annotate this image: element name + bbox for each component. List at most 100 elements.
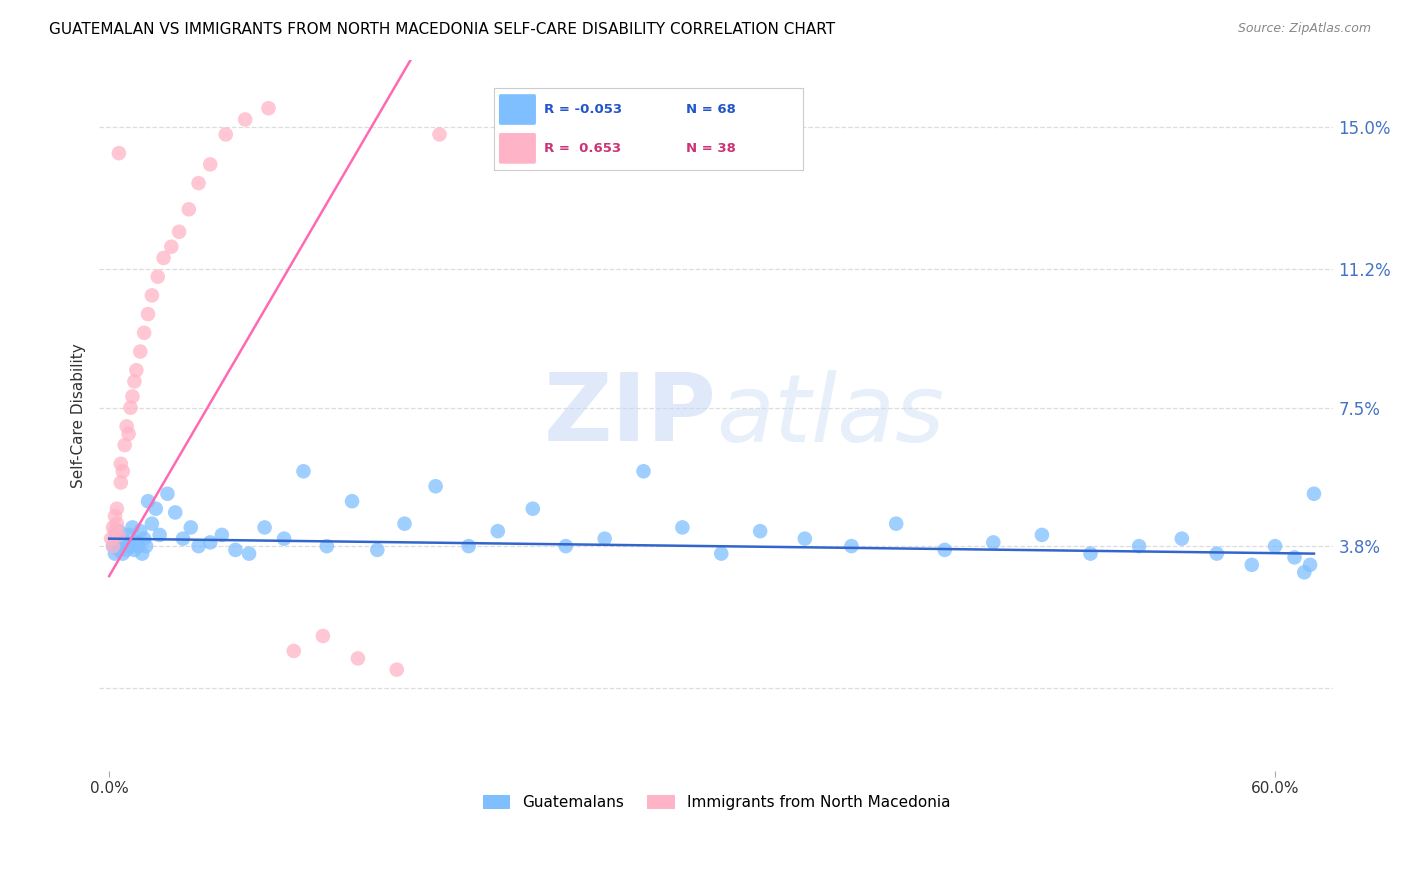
Immigrants from North Macedonia [347, 651, 370, 665]
Guatemalans [486, 524, 509, 538]
Guatemalans [1080, 547, 1102, 561]
Guatemalans [156, 487, 179, 501]
Guatemalans [211, 528, 233, 542]
Immigrants from North Macedonia [111, 464, 134, 478]
Guatemalans [340, 494, 363, 508]
Guatemalans [117, 528, 139, 542]
Immigrants from North Macedonia [283, 644, 305, 658]
Guatemalans [554, 539, 576, 553]
Guatemalans [1128, 539, 1150, 553]
Guatemalans [114, 535, 136, 549]
Guatemalans [125, 535, 148, 549]
Immigrants from North Macedonia [200, 157, 222, 171]
Guatemalans [134, 532, 156, 546]
Immigrants from North Macedonia [115, 419, 138, 434]
Guatemalans [135, 539, 157, 553]
Guatemalans [522, 501, 544, 516]
Immigrants from North Macedonia [233, 112, 256, 127]
Guatemalans [200, 535, 222, 549]
Immigrants from North Macedonia [215, 128, 238, 142]
Guatemalans [187, 539, 209, 553]
Text: ZIP: ZIP [544, 369, 717, 461]
Immigrants from North Macedonia [100, 532, 122, 546]
Immigrants from North Macedonia [108, 146, 131, 161]
Immigrants from North Macedonia [312, 629, 335, 643]
Guatemalans [1284, 550, 1306, 565]
Immigrants from North Macedonia [104, 524, 127, 538]
Guatemalans [710, 547, 733, 561]
Guatemalans [180, 520, 202, 534]
Immigrants from North Macedonia [124, 375, 146, 389]
Guatemalans [1240, 558, 1263, 572]
Guatemalans [1299, 558, 1322, 572]
Immigrants from North Macedonia [136, 307, 159, 321]
Guatemalans [981, 535, 1004, 549]
Guatemalans [165, 505, 187, 519]
Text: atlas: atlas [717, 369, 945, 460]
Immigrants from North Macedonia [160, 240, 183, 254]
Guatemalans [1171, 532, 1194, 546]
Guatemalans [108, 542, 131, 557]
Guatemalans [131, 547, 153, 561]
Guatemalans [104, 547, 127, 561]
Guatemalans [253, 520, 276, 534]
Text: Source: ZipAtlas.com: Source: ZipAtlas.com [1237, 22, 1371, 36]
Guatemalans [1264, 539, 1286, 553]
Text: GUATEMALAN VS IMMIGRANTS FROM NORTH MACEDONIA SELF-CARE DISABILITY CORRELATION C: GUATEMALAN VS IMMIGRANTS FROM NORTH MACE… [49, 22, 835, 37]
Guatemalans [111, 547, 134, 561]
Guatemalans [136, 494, 159, 508]
Guatemalans [593, 532, 616, 546]
Guatemalans [1031, 528, 1053, 542]
Immigrants from North Macedonia [146, 269, 169, 284]
Guatemalans [124, 542, 146, 557]
Immigrants from North Macedonia [187, 176, 209, 190]
Guatemalans [841, 539, 863, 553]
Guatemalans [793, 532, 815, 546]
Guatemalans [315, 539, 337, 553]
Guatemalans [273, 532, 295, 546]
Guatemalans [149, 528, 172, 542]
Immigrants from North Macedonia [167, 225, 190, 239]
Guatemalans [1205, 547, 1227, 561]
Immigrants from North Macedonia [121, 389, 143, 403]
Guatemalans [115, 542, 138, 557]
Guatemalans [105, 528, 128, 542]
Immigrants from North Macedonia [110, 475, 132, 490]
Guatemalans [145, 501, 167, 516]
Guatemalans [934, 542, 956, 557]
Guatemalans [127, 539, 149, 553]
Guatemalans [292, 464, 315, 478]
Guatemalans [111, 532, 134, 546]
Immigrants from North Macedonia [101, 539, 124, 553]
Immigrants from North Macedonia [105, 516, 128, 531]
Immigrants from North Macedonia [114, 438, 136, 452]
Guatemalans [671, 520, 693, 534]
Y-axis label: Self-Care Disability: Self-Care Disability [72, 343, 86, 488]
Guatemalans [884, 516, 907, 531]
Immigrants from North Macedonia [104, 509, 127, 524]
Guatemalans [238, 547, 260, 561]
Immigrants from North Macedonia [117, 426, 139, 441]
Guatemalans [224, 542, 246, 557]
Immigrants from North Macedonia [152, 251, 174, 265]
Guatemalans [1303, 487, 1326, 501]
Guatemalans [120, 539, 142, 553]
Guatemalans [394, 516, 416, 531]
Immigrants from North Macedonia [134, 326, 156, 340]
Guatemalans [129, 524, 152, 538]
Guatemalans [108, 524, 131, 538]
Guatemalans [457, 539, 479, 553]
Guatemalans [141, 516, 163, 531]
Immigrants from North Macedonia [385, 663, 408, 677]
Immigrants from North Macedonia [108, 528, 131, 542]
Guatemalans [104, 532, 127, 546]
Guatemalans [172, 532, 194, 546]
Guatemalans [749, 524, 772, 538]
Immigrants from North Macedonia [141, 288, 163, 302]
Legend: Guatemalans, Immigrants from North Macedonia: Guatemalans, Immigrants from North Maced… [477, 789, 956, 816]
Immigrants from North Macedonia [257, 101, 280, 115]
Immigrants from North Macedonia [101, 520, 124, 534]
Guatemalans [110, 539, 132, 553]
Immigrants from North Macedonia [429, 128, 451, 142]
Guatemalans [1294, 566, 1316, 580]
